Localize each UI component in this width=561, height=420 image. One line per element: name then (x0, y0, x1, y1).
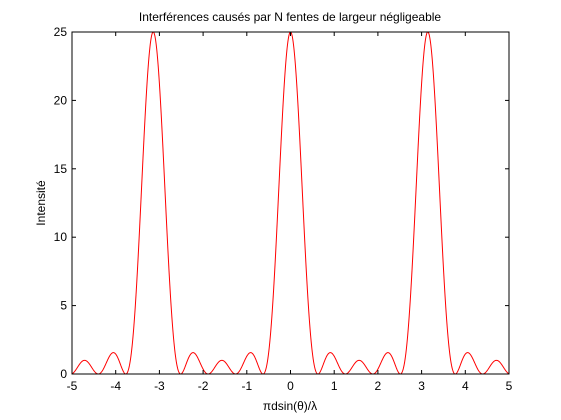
y-tick-label: 20 (54, 93, 68, 107)
x-tick-label: -5 (67, 379, 78, 393)
y-tick-label: 10 (54, 230, 68, 244)
x-tick-label: -2 (198, 379, 209, 393)
ticks-layer: -5 -4 -3 -2 -1 0 1 2 3 4 5 0 5 10 15 20 25 (54, 25, 513, 393)
y-axis-label: Intensité (34, 180, 48, 226)
y-tick-label: 25 (54, 25, 68, 39)
y-tick-label: 15 (54, 162, 68, 176)
plot-frame (71, 31, 510, 375)
x-tick-label: 5 (506, 379, 513, 393)
x-tick-label: 3 (418, 379, 425, 393)
plot-area (72, 32, 509, 374)
y-tick-label: 0 (60, 367, 67, 381)
x-tick-label: -4 (110, 379, 121, 393)
x-tick-label: 2 (375, 379, 382, 393)
intensity-series-line (72, 32, 509, 374)
x-tick-label: -3 (154, 379, 165, 393)
x-tick-label: 0 (287, 379, 294, 393)
x-tick-label: 1 (331, 379, 338, 393)
y-tick-label: 5 (60, 299, 67, 313)
series-layer (72, 32, 509, 374)
x-axis-label: πdsin(θ)/λ (263, 399, 317, 413)
chart-title: Interférences causés par N fentes de lar… (139, 10, 442, 24)
x-tick-label: 4 (462, 379, 469, 393)
x-tick-label: -1 (241, 379, 252, 393)
